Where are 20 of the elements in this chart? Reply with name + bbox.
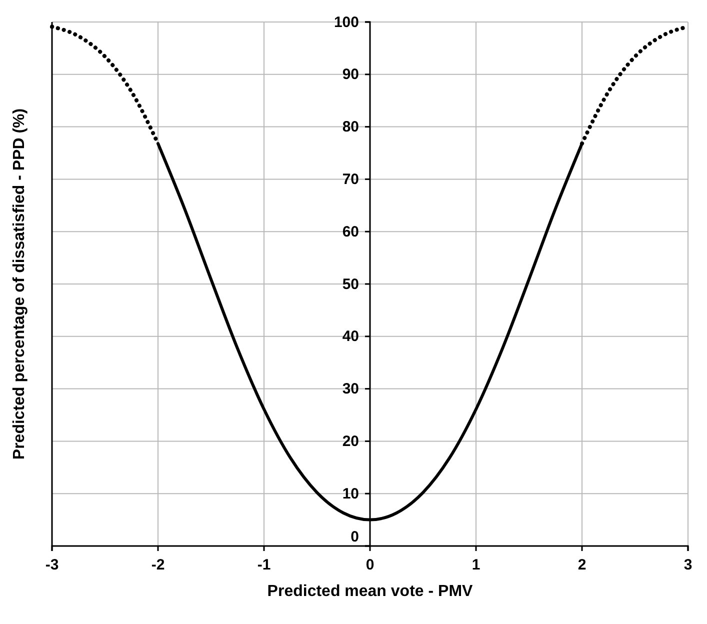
x-tick-label: -3 [45, 556, 59, 574]
y-tick-label: 10 [342, 485, 359, 502]
y-axis-title: Predicted percentage of dissatisfied - PPD (%) [11, 108, 28, 460]
y-tick-label: 0 [350, 528, 359, 546]
x-tick-label: -1 [257, 556, 271, 574]
y-tick-label: 100 [334, 14, 359, 31]
x-tick-label: 3 [684, 556, 692, 574]
y-tick-label: 80 [342, 118, 359, 136]
y-tick-label: 70 [342, 171, 359, 188]
x-tick-label: 0 [366, 556, 374, 574]
x-tick-label: 2 [578, 556, 586, 574]
y-tick-label: 90 [342, 66, 359, 84]
x-axis-title: Predicted mean vote - PMV [267, 583, 474, 600]
x-tick-label: -2 [151, 556, 165, 574]
y-tick-label: 20 [342, 433, 359, 450]
y-tick-label: 50 [342, 276, 359, 293]
y-tick-label: 40 [342, 328, 359, 346]
y-tick-label: 60 [342, 223, 359, 240]
x-tick-label: 1 [472, 556, 480, 574]
y-tick-label: 30 [342, 380, 359, 398]
